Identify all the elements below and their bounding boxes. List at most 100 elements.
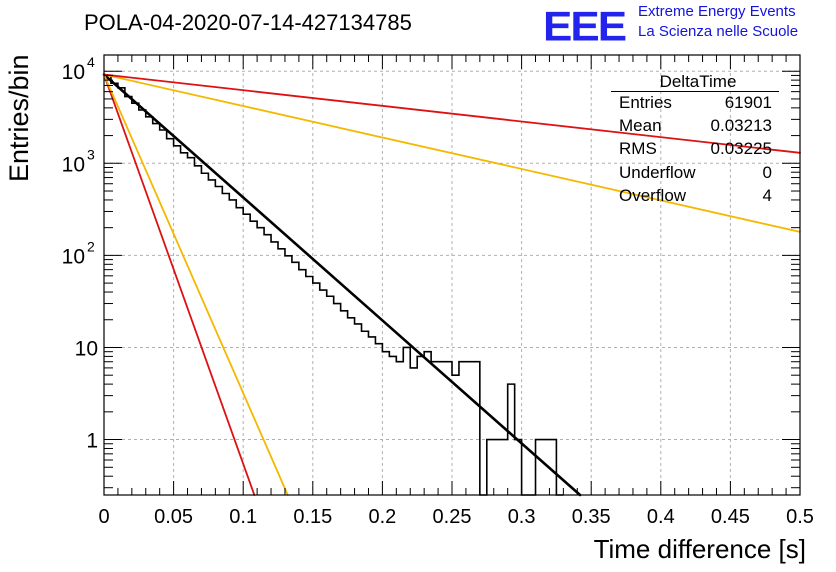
histogram-bin bbox=[382, 352, 389, 495]
x-tick-label: 0 bbox=[98, 506, 109, 528]
chart-title: POLA-04-2020-07-14-427134785 bbox=[84, 10, 412, 35]
series-line-4 bbox=[103, 73, 801, 154]
histogram-bin bbox=[111, 83, 118, 495]
histogram-bin bbox=[368, 337, 375, 495]
y-tick-exponent: 3 bbox=[87, 146, 95, 162]
x-tick-labels: 0 0.05 0.1 0.15 0.2 0.25 0.3 0.35 0.4 0.45 0.5 bbox=[98, 506, 813, 528]
histogram-bin bbox=[313, 283, 320, 495]
histogram-bin bbox=[160, 130, 167, 495]
histogram-bin bbox=[375, 344, 382, 495]
histogram-bin bbox=[174, 146, 181, 495]
histogram-bin bbox=[208, 180, 215, 495]
histogram-bin bbox=[320, 290, 327, 495]
histogram-bin bbox=[515, 440, 522, 495]
series-line-2 bbox=[103, 73, 289, 496]
stats-row-entries: Entries 61901 bbox=[611, 93, 779, 116]
stats-value: 0 bbox=[762, 162, 772, 182]
y-tick-label: 10 bbox=[62, 245, 85, 268]
histogram bbox=[104, 74, 564, 496]
x-tick-label: 0.15 bbox=[293, 506, 332, 528]
x-tick-label: 0.1 bbox=[229, 506, 257, 528]
y-tick-label: 10 bbox=[75, 337, 98, 360]
stats-label: RMS bbox=[619, 139, 657, 159]
stats-value: 4 bbox=[762, 185, 772, 205]
fit-lines bbox=[102, 73, 801, 497]
histogram-bin bbox=[410, 368, 417, 495]
y-tick-label: 10 bbox=[62, 61, 85, 84]
histogram-bin bbox=[536, 440, 543, 495]
histogram-outline bbox=[104, 74, 564, 496]
histogram-bin bbox=[104, 75, 111, 495]
histogram-bin bbox=[243, 214, 250, 495]
histogram-bin bbox=[341, 311, 348, 495]
y-tick-exponent: 4 bbox=[87, 54, 95, 70]
histogram-bin bbox=[431, 362, 438, 495]
histogram-bin bbox=[473, 362, 480, 495]
histogram-bin bbox=[334, 304, 341, 495]
histogram-bin bbox=[417, 356, 424, 495]
stats-label: Overflow bbox=[619, 185, 687, 205]
logo-line-1: Extreme Energy Events bbox=[638, 3, 796, 20]
x-tick-label: 0.2 bbox=[368, 506, 396, 528]
histogram-bin bbox=[355, 324, 362, 495]
histogram-bin bbox=[292, 262, 299, 495]
y-tick-label: 1 bbox=[86, 430, 98, 453]
histogram-bin bbox=[285, 256, 292, 495]
chart-grid bbox=[104, 55, 800, 495]
histogram-bin bbox=[181, 153, 188, 495]
stats-label: Mean bbox=[619, 116, 662, 136]
histogram-bin bbox=[125, 97, 132, 495]
stats-value: 61901 bbox=[724, 93, 772, 112]
histogram-bin bbox=[438, 362, 445, 495]
x-tick-label: 0.35 bbox=[572, 506, 611, 528]
series-line-1 bbox=[103, 73, 256, 496]
x-tick-label: 0.5 bbox=[786, 506, 814, 528]
x-axis-label: Time difference [s] bbox=[593, 534, 806, 564]
stats-row-overflow: Overflow 4 bbox=[611, 186, 779, 209]
logo-line-2: La Scienza nelle Scuole bbox=[638, 23, 799, 40]
histogram-bin bbox=[167, 139, 174, 495]
stats-name: DeltaTime bbox=[659, 72, 737, 91]
histogram-bin bbox=[362, 331, 369, 495]
eee-logo: EEE bbox=[543, 3, 627, 50]
stats-rule bbox=[611, 91, 779, 92]
histogram-bin bbox=[118, 88, 125, 495]
stats-box: DeltaTime Entries 61901 Mean 0.03213 RMS… bbox=[611, 72, 779, 209]
histogram-bin bbox=[278, 249, 285, 495]
histogram-bin bbox=[494, 440, 501, 495]
stats-value: 0.03225 bbox=[710, 139, 772, 159]
histogram-bin bbox=[403, 347, 410, 495]
axis-ticks bbox=[103, 55, 801, 495]
histogram-bin bbox=[327, 296, 334, 495]
histogram-bin bbox=[299, 270, 306, 495]
histogram-bin bbox=[306, 276, 313, 495]
y-tick-label: 10 bbox=[62, 153, 85, 176]
series-line-0 bbox=[102, 73, 582, 497]
x-tick-label: 0.45 bbox=[711, 506, 750, 528]
histogram-bin bbox=[466, 362, 473, 495]
stats-label: Underflow bbox=[619, 162, 696, 182]
stats-row-rms: RMS 0.03225 bbox=[611, 139, 779, 162]
histogram-bin bbox=[459, 362, 466, 495]
histogram-bin bbox=[487, 440, 494, 495]
x-tick-label: 0.05 bbox=[154, 506, 193, 528]
histogram-bin bbox=[257, 228, 264, 495]
histogram-bin bbox=[222, 193, 229, 495]
histogram-bin bbox=[348, 318, 355, 495]
histogram-bin bbox=[424, 352, 431, 495]
stats-value: 0.03213 bbox=[710, 116, 772, 136]
histogram-bin bbox=[452, 375, 459, 495]
y-tick-exponent: 2 bbox=[87, 238, 95, 254]
histogram-bin bbox=[396, 362, 403, 495]
series-line-3 bbox=[103, 73, 801, 233]
y-axis-label: Entries/bin bbox=[4, 54, 34, 182]
x-tick-label: 0.25 bbox=[433, 506, 472, 528]
histogram-bin bbox=[250, 221, 257, 495]
histogram-bin bbox=[501, 440, 508, 495]
x-tick-label: 0.4 bbox=[647, 506, 675, 528]
stats-row-mean: Mean 0.03213 bbox=[611, 116, 779, 139]
stats-label: Entries bbox=[619, 93, 672, 112]
stats-row-underflow: Underflow 0 bbox=[611, 163, 779, 186]
x-tick-label: 0.3 bbox=[508, 506, 536, 528]
